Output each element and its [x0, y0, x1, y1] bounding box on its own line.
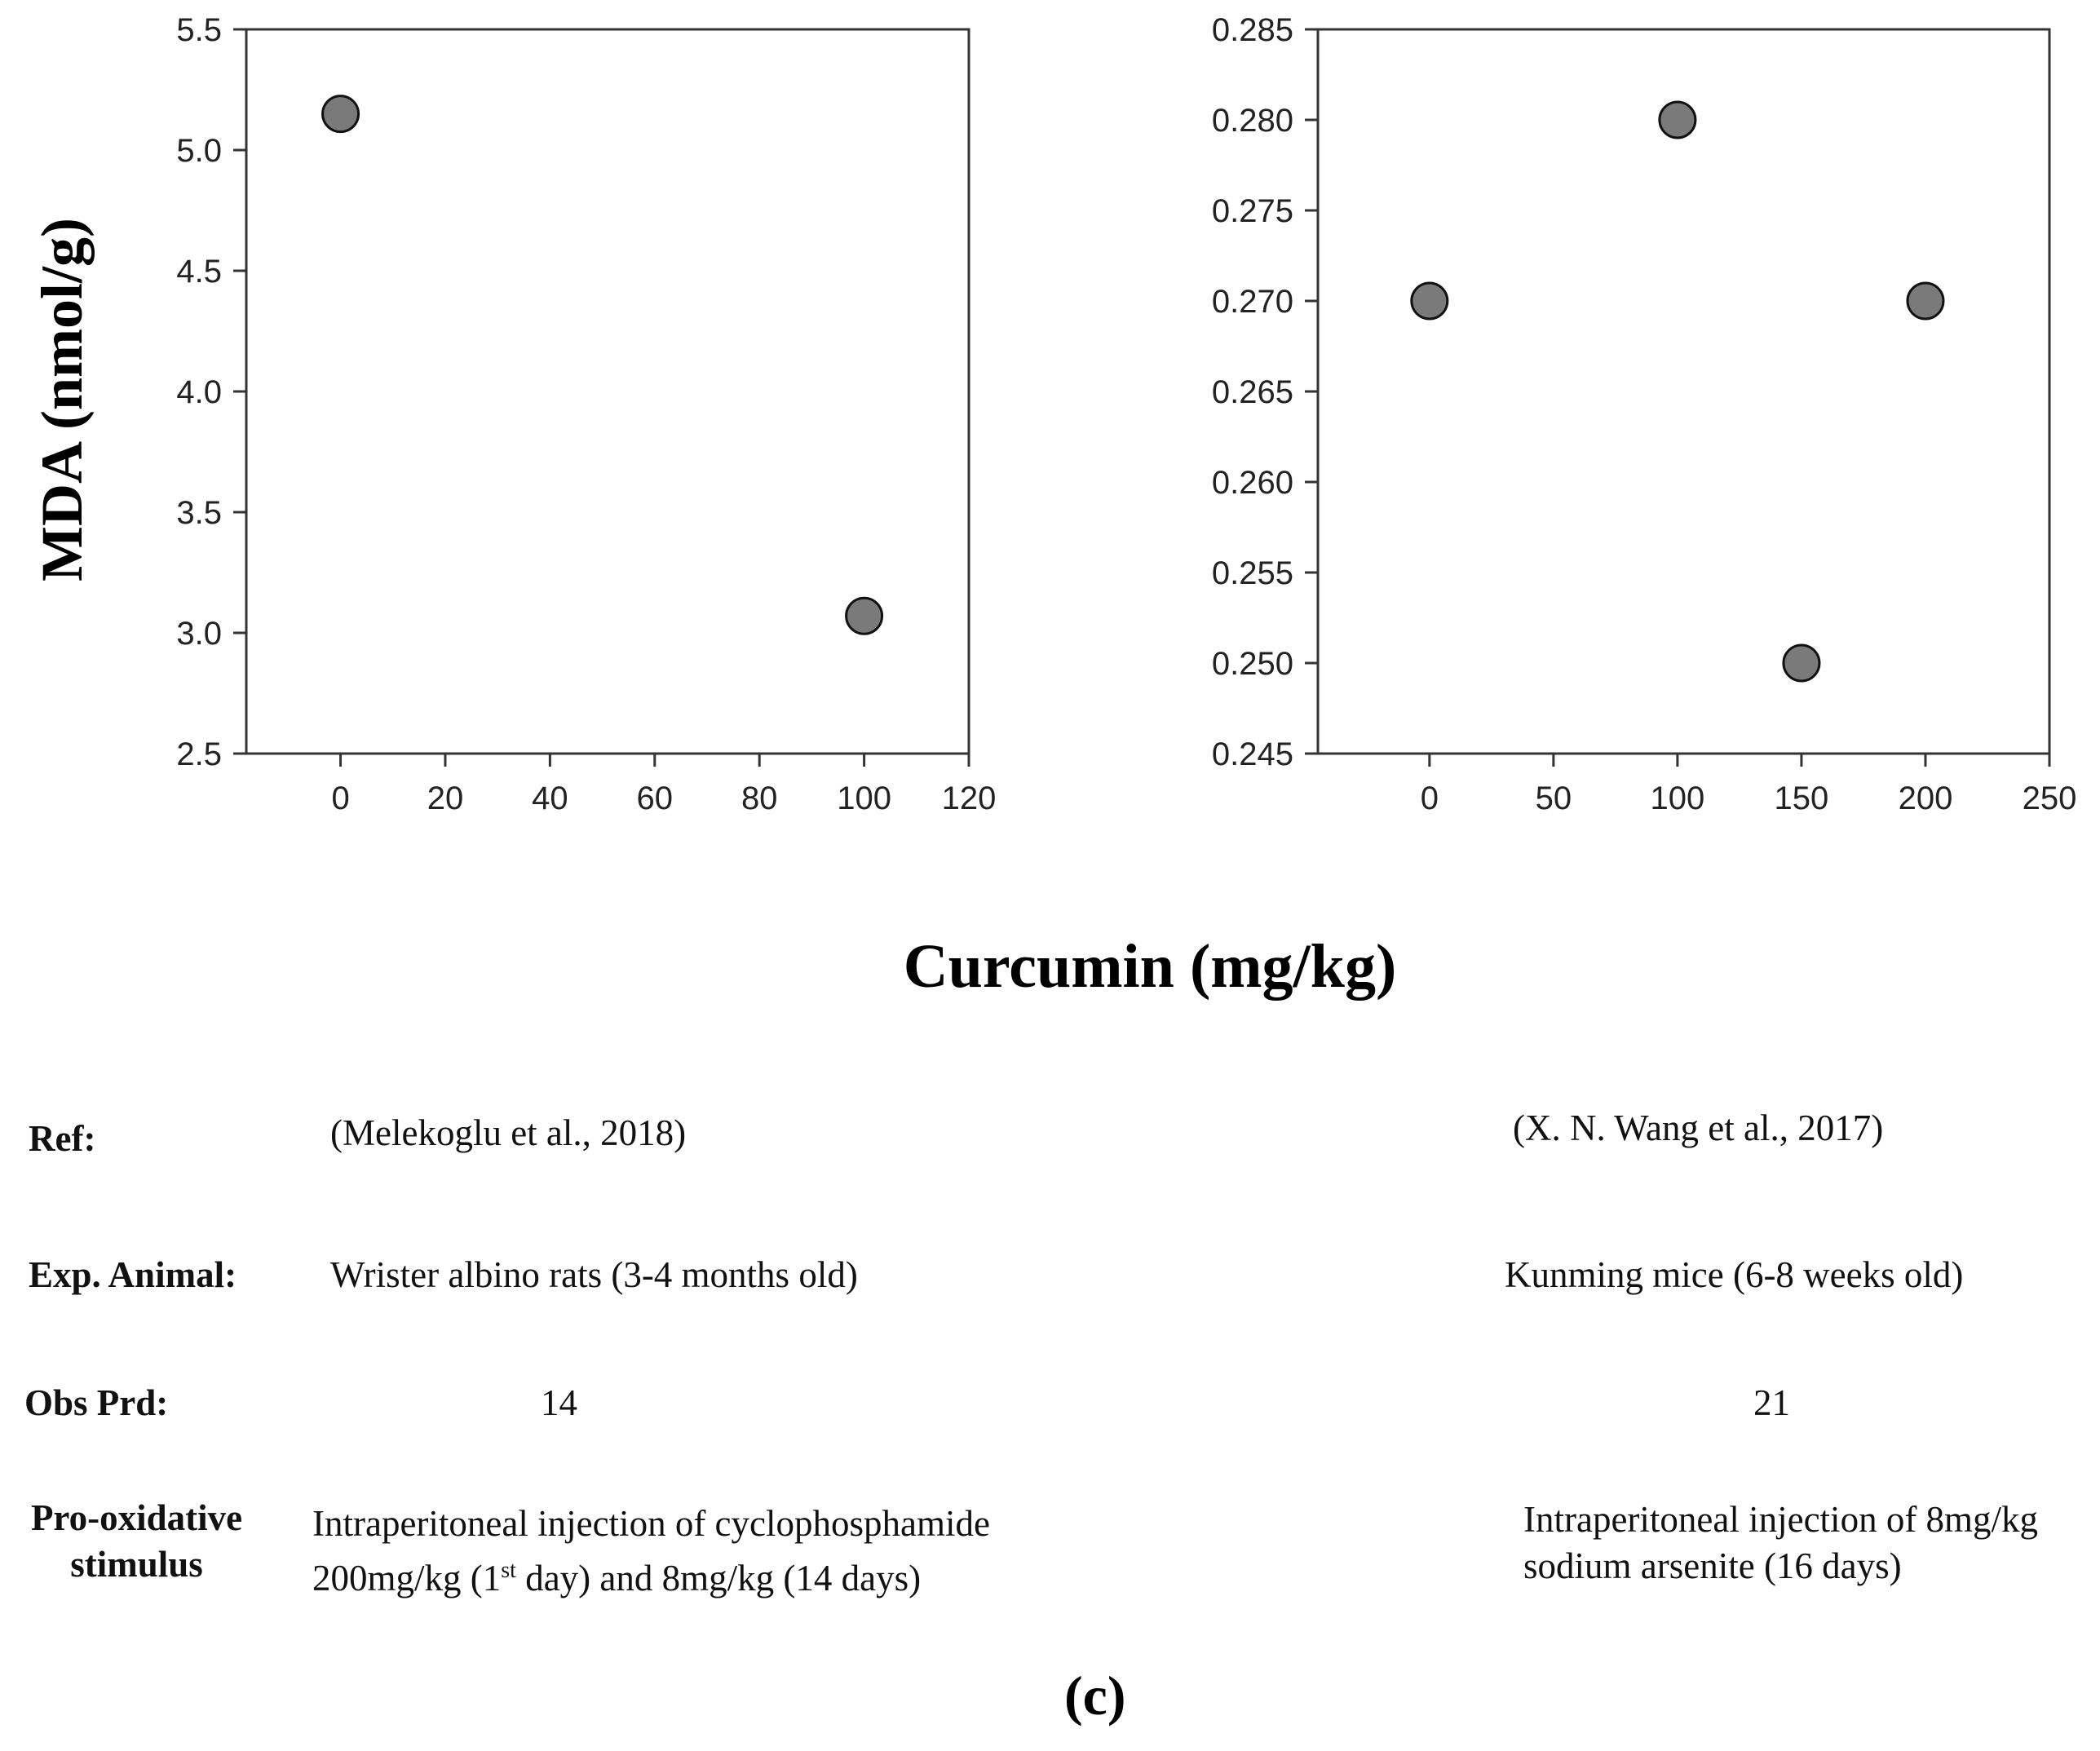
y-tick-label-1-8: 0.285 — [1212, 12, 1293, 48]
data-point-1-0 — [1410, 281, 1449, 321]
data-point-1-3 — [1906, 281, 1945, 321]
left-stim-line-2-post: day) and 8mg/kg (14 days) — [515, 1558, 922, 1598]
y-tick-label-1-4: 0.265 — [1212, 374, 1293, 410]
animal-label: Exp. Animal: — [29, 1254, 237, 1295]
x-tick-label-0-6: 120 — [942, 780, 997, 816]
figure-canvas: 2.5 3.0 3.5 4.0 4.5 5.0 5.5 0 20 40 60 80 100 120 0.2… — [29, 12, 2076, 1001]
y-tick-label-0-6: 5.5 — [176, 12, 222, 48]
y-tick-label-0-0: 2.5 — [176, 736, 222, 772]
x-tick-label-1-2: 100 — [1651, 780, 1705, 816]
x-tick-label-0-2: 40 — [532, 780, 568, 816]
y-tick-label-0-1: 3.0 — [176, 616, 222, 652]
left-stim-line-2-pre: 200mg/kg (1 — [312, 1558, 502, 1598]
panel-label: (c) — [1064, 1665, 1126, 1727]
x-axis-label: Curcumin (mg/kg) — [904, 932, 1397, 1001]
y-tick-label-0-3: 4.0 — [176, 374, 222, 410]
plot-frame-0 — [245, 28, 970, 755]
right-obs: 21 — [1753, 1382, 1790, 1423]
data-point-1-1 — [1658, 100, 1697, 139]
y-axis-label: MDA (nmol/g) — [29, 218, 95, 581]
x-tick-label-0-3: 60 — [637, 780, 674, 816]
right-scatter-plot: 0.245 0.250 0.255 0.260 0.265 0.270 0.275 0.280… — [1212, 12, 2076, 816]
y-tick-label-1-0: 0.245 — [1212, 736, 1293, 772]
y-tick-label-1-2: 0.255 — [1212, 555, 1293, 591]
left-ref: (Melekoglu et al., 2018) — [330, 1112, 687, 1153]
y-tick-label-1-5: 0.270 — [1212, 284, 1293, 320]
x-tick-label-0-4: 80 — [741, 780, 778, 816]
x-tick-label-0-1: 20 — [427, 780, 464, 816]
x-tick-label-0-0: 0 — [331, 780, 349, 816]
data-point-0-1 — [845, 596, 884, 635]
x-tick-label-1-1: 50 — [1536, 780, 1572, 816]
y-tick-label-1-1: 0.250 — [1212, 646, 1293, 682]
right-animal: Kunming mice (6-8 weeks old) — [1505, 1254, 1964, 1295]
left-stimulus: Intraperitoneal injection of cyclophosph… — [312, 1501, 990, 1602]
ref-label: Ref: — [29, 1118, 96, 1159]
left-stim-line-1: Intraperitoneal injection of cyclophosph… — [312, 1503, 990, 1544]
left-stim-sup: st — [501, 1558, 516, 1583]
data-point-0-0 — [321, 95, 360, 134]
x-tick-label-1-0: 0 — [1421, 780, 1439, 816]
stim-label-line-1: Pro-oxidative — [30, 1497, 243, 1538]
data-point-1-2 — [1782, 643, 1821, 683]
left-obs: 14 — [541, 1382, 577, 1423]
y-tick-label-1-6: 0.275 — [1212, 193, 1293, 229]
right-stim-line-1: Intraperitoneal injection of 8mg/kg — [1523, 1499, 2039, 1540]
y-tick-label-1-3: 0.260 — [1212, 465, 1293, 501]
right-stimulus: Intraperitoneal injection of 8mg/kg sodi… — [1523, 1497, 2038, 1590]
y-tick-label-0-4: 4.5 — [176, 254, 222, 290]
left-animal: Wrister albino rats (3-4 months old) — [330, 1254, 858, 1295]
y-tick-label-0-2: 3.5 — [176, 495, 222, 531]
obs-label: Obs Prd: — [24, 1382, 169, 1423]
left-scatter-plot: 2.5 3.0 3.5 4.0 4.5 5.0 5.5 0 20 40 60 80 100 120 — [176, 12, 996, 816]
x-tick-label-1-4: 200 — [1899, 780, 1953, 816]
x-tick-label-0-5: 100 — [837, 780, 891, 816]
stim-label: Pro-oxidative stimulus — [24, 1495, 249, 1588]
y-tick-label-0-5: 5.0 — [176, 133, 222, 169]
right-ref: (X. N. Wang et al., 2017) — [1513, 1108, 1884, 1148]
y-tick-label-1-7: 0.280 — [1212, 103, 1293, 139]
right-stim-line-2: sodium arsenite (16 days) — [1523, 1545, 1902, 1586]
stim-label-line-2: stimulus — [70, 1544, 203, 1585]
x-tick-label-1-3: 150 — [1775, 780, 1829, 816]
x-tick-label-1-5: 250 — [2023, 780, 2077, 816]
